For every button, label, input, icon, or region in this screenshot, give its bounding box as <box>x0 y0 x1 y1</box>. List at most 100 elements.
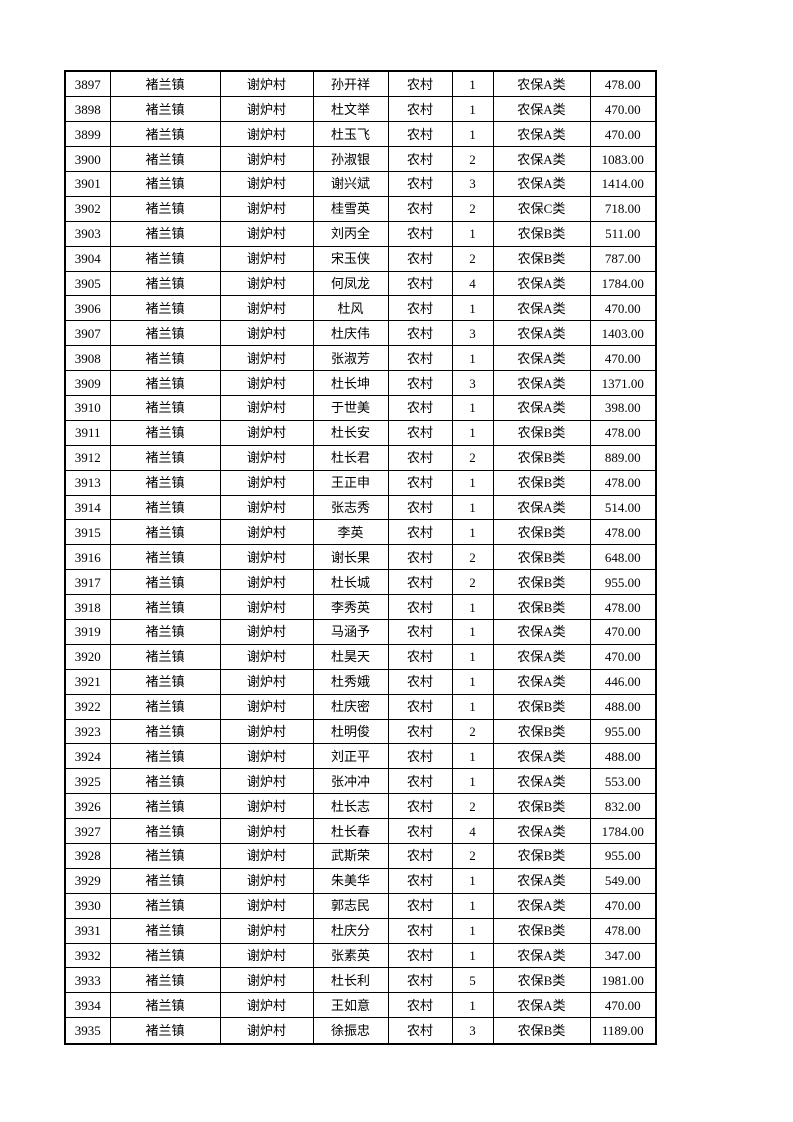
cell-village: 谢炉村 <box>219 793 314 820</box>
cell-serial-number: 3909 <box>64 370 111 396</box>
table-row: 3902 褚兰镇 谢炉村 桂雪英 农村 2 农保C类 718.00 <box>64 195 657 222</box>
cell-town: 褚兰镇 <box>109 892 221 919</box>
cell-residence-type: 农村 <box>387 942 453 969</box>
cell-name: 李英 <box>312 519 389 546</box>
cell-name: 朱美华 <box>312 867 389 894</box>
cell-name: 杜庆伟 <box>312 320 389 347</box>
cell-village: 谢炉村 <box>219 594 314 620</box>
cell-serial-number: 3903 <box>64 220 111 247</box>
cell-person-count: 5 <box>451 967 494 994</box>
cell-village: 谢炉村 <box>219 170 314 197</box>
table-row: 3913 褚兰镇 谢炉村 王正申 农村 1 农保B类 478.00 <box>64 469 657 496</box>
cell-insurance-category: 农保A类 <box>492 270 591 297</box>
cell-residence-type: 农村 <box>387 170 453 197</box>
cell-person-count: 1 <box>451 469 494 496</box>
cell-town: 褚兰镇 <box>109 444 221 471</box>
cell-name: 杜秀娥 <box>312 668 389 695</box>
cell-name: 杜长城 <box>312 569 389 596</box>
cell-residence-type: 农村 <box>387 843 453 869</box>
cell-insurance-category: 农保A类 <box>492 70 591 98</box>
cell-amount: 470.00 <box>589 345 657 372</box>
cell-town: 褚兰镇 <box>109 693 221 720</box>
cell-person-count: 1 <box>451 96 494 123</box>
cell-residence-type: 农村 <box>387 270 453 297</box>
cell-serial-number: 3906 <box>64 295 111 322</box>
cell-name: 杜玉飞 <box>312 121 389 148</box>
cell-insurance-category: 农保A类 <box>492 768 591 795</box>
cell-person-count: 3 <box>451 370 494 396</box>
cell-person-count: 2 <box>451 843 494 869</box>
cell-village: 谢炉村 <box>219 494 314 521</box>
cell-serial-number: 3911 <box>64 419 111 446</box>
cell-insurance-category: 农保B类 <box>492 1017 591 1045</box>
benefit-records-table: 3897 褚兰镇 谢炉村 孙开祥 农村 1 农保A类 478.00 3898 褚兰镇 谢炉村 杜文举农… <box>64 70 657 1045</box>
cell-residence-type: 农村 <box>387 569 453 596</box>
cell-village: 谢炉村 <box>219 320 314 347</box>
cell-insurance-category: 农保B类 <box>492 594 591 620</box>
cell-serial-number: 3928 <box>64 843 111 869</box>
cell-person-count: 2 <box>451 793 494 820</box>
cell-insurance-category: 农保A类 <box>492 320 591 347</box>
cell-serial-number: 3898 <box>64 96 111 123</box>
table-row: 3931 褚兰镇 谢炉村 杜庆分 农村 1 农保B类 478.00 <box>64 917 657 944</box>
cell-residence-type: 农村 <box>387 967 453 994</box>
cell-person-count: 1 <box>451 992 494 1019</box>
cell-person-count: 1 <box>451 693 494 720</box>
cell-town: 褚兰镇 <box>109 618 221 645</box>
table-row: 3915 褚兰镇 谢炉村 李英 农村 1 农保B类 478.00 <box>64 519 657 546</box>
cell-insurance-category: 农保B类 <box>492 917 591 944</box>
table-row: 3932 褚兰镇 谢炉村 张素英 农村 1 农保A类 347.00 <box>64 942 657 969</box>
cell-person-count: 1 <box>451 345 494 372</box>
cell-person-count: 1 <box>451 942 494 969</box>
table-row: 3898 褚兰镇 谢炉村 杜文举 农村 1 农保A类 470.00 <box>64 96 657 123</box>
cell-person-count: 1 <box>451 867 494 894</box>
cell-town: 褚兰镇 <box>109 170 221 197</box>
cell-serial-number: 3931 <box>64 917 111 944</box>
cell-name: 杜文举 <box>312 96 389 123</box>
table-row: 3912 褚兰镇 谢炉村 杜长君 农村 2 农保B类 889.00 <box>64 444 657 471</box>
cell-amount: 488.00 <box>589 693 657 720</box>
cell-residence-type: 农村 <box>387 892 453 919</box>
cell-serial-number: 3904 <box>64 245 111 272</box>
cell-residence-type: 农村 <box>387 394 453 421</box>
cell-village: 谢炉村 <box>219 693 314 720</box>
cell-serial-number: 3914 <box>64 494 111 521</box>
cell-town: 褚兰镇 <box>109 195 221 222</box>
cell-person-count: 4 <box>451 818 494 844</box>
cell-insurance-category: 农保A类 <box>492 394 591 421</box>
cell-town: 褚兰镇 <box>109 668 221 695</box>
cell-insurance-category: 农保C类 <box>492 195 591 222</box>
cell-town: 褚兰镇 <box>109 469 221 496</box>
cell-name: 杜长志 <box>312 793 389 820</box>
cell-town: 褚兰镇 <box>109 270 221 297</box>
cell-person-count: 3 <box>451 170 494 197</box>
cell-town: 褚兰镇 <box>109 245 221 272</box>
cell-residence-type: 农村 <box>387 743 453 770</box>
table-row: 3918 褚兰镇 谢炉村 李秀英 农村 1 农保B类 478.00 <box>64 594 657 620</box>
table-row: 3928 褚兰镇 谢炉村 武斯荣 农村 2 农保B类 955.00 <box>64 843 657 869</box>
cell-residence-type: 农村 <box>387 70 453 98</box>
cell-serial-number: 3899 <box>64 121 111 148</box>
cell-town: 褚兰镇 <box>109 146 221 172</box>
cell-village: 谢炉村 <box>219 569 314 596</box>
cell-name: 郭志民 <box>312 892 389 919</box>
cell-serial-number: 3922 <box>64 693 111 720</box>
cell-amount: 1784.00 <box>589 818 657 844</box>
cell-serial-number: 3902 <box>64 195 111 222</box>
cell-insurance-category: 农保B类 <box>492 245 591 272</box>
cell-amount: 347.00 <box>589 942 657 969</box>
cell-amount: 955.00 <box>589 718 657 745</box>
cell-name: 王如意 <box>312 992 389 1019</box>
cell-village: 谢炉村 <box>219 818 314 844</box>
cell-amount: 470.00 <box>589 121 657 148</box>
cell-insurance-category: 农保B类 <box>492 569 591 596</box>
cell-amount: 1981.00 <box>589 967 657 994</box>
cell-residence-type: 农村 <box>387 992 453 1019</box>
cell-serial-number: 3921 <box>64 668 111 695</box>
cell-village: 谢炉村 <box>219 718 314 745</box>
cell-residence-type: 农村 <box>387 195 453 222</box>
cell-residence-type: 农村 <box>387 718 453 745</box>
cell-name: 杜庆密 <box>312 693 389 720</box>
table-row: 3905 褚兰镇 谢炉村 何凤龙 农村 4 农保A类 1784.00 <box>64 270 657 297</box>
